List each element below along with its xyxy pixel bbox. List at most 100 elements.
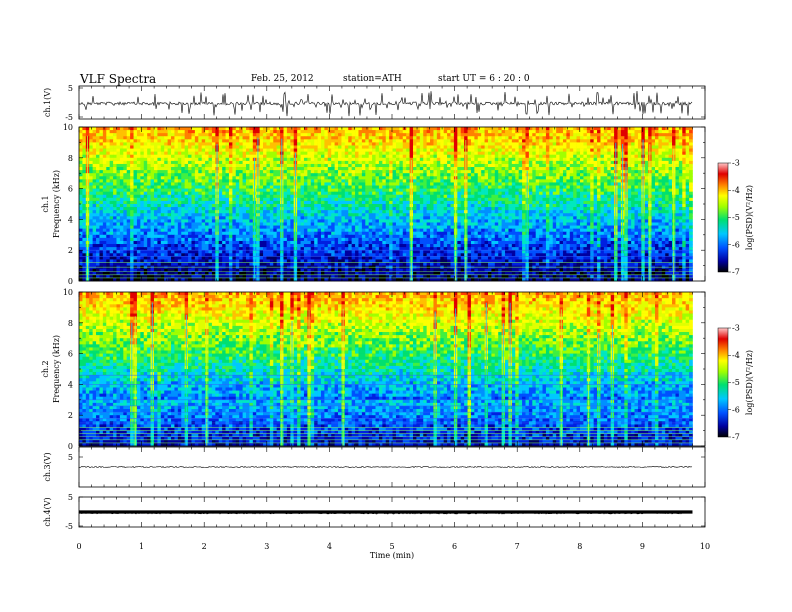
spectrogram-cell: [378, 197, 383, 202]
spectrogram-cell: [678, 160, 683, 165]
spectrogram-cell: [191, 136, 196, 140]
spectrogram-cell: [92, 185, 97, 189]
spectrogram-cell: [603, 163, 608, 168]
spectrogram-cell: [631, 127, 635, 131]
spectrogram-cell: [113, 160, 117, 165]
spectrogram-cell: [511, 170, 516, 174]
spectrogram-cell: [423, 148, 427, 152]
spectrogram-cell: [116, 130, 121, 134]
spectrogram-cell: [433, 148, 438, 152]
spectrogram-cell: [593, 176, 598, 180]
spectrogram-cell: [654, 127, 659, 131]
spectrogram-cell: [211, 127, 216, 131]
spectrogram-cell: [385, 127, 390, 131]
spectrogram-cell: [92, 139, 97, 143]
spectrogram-cell: [225, 185, 230, 189]
spectrogram-cell: [218, 157, 223, 162]
spectrogram-cell: [617, 204, 622, 208]
spectrogram-cell: [293, 148, 298, 152]
spectrogram-cell: [385, 154, 390, 159]
spectrogram-cell: [573, 194, 577, 199]
spectrogram-cell: [556, 157, 560, 162]
spectrogram-cell: [474, 185, 479, 189]
spectrogram-cell: [545, 160, 550, 165]
spectrogram-cell: [194, 160, 199, 165]
spectrogram-cell: [89, 182, 93, 186]
spectrogram-cell: [450, 127, 455, 131]
spectrogram-cell: [102, 160, 107, 165]
spectrogram-cell: [300, 170, 305, 174]
spectrogram-cell: [174, 136, 179, 140]
spectrogram-cell: [528, 179, 533, 183]
spectrogram-cell: [269, 142, 274, 146]
spectrogram-cell: [368, 133, 373, 137]
spectrogram-cell: [320, 133, 325, 137]
spectrogram-cell: [297, 191, 301, 196]
spectrogram-cell: [685, 148, 690, 152]
spectrogram-cell: [409, 154, 414, 159]
spectrogram-cell: [685, 157, 690, 162]
spectrogram-cell: [562, 148, 567, 152]
spectrogram-cell: [590, 136, 594, 140]
spectrogram-cell: [457, 163, 462, 168]
spectrogram-cell: [327, 145, 332, 149]
spectrogram-cell: [505, 185, 509, 189]
spectrogram-cell: [225, 145, 230, 149]
spectrogram-cell: [218, 197, 223, 202]
spectrogram-cell: [453, 151, 458, 156]
spectrogram-cell: [160, 200, 165, 205]
spectrogram-cell: [450, 176, 455, 180]
spectrogram-cell: [355, 194, 359, 199]
spectrogram-cell: [153, 160, 158, 165]
spectrogram-cell: [157, 157, 162, 162]
spectrogram-cell: [603, 139, 608, 143]
spectrogram-cell: [218, 130, 223, 134]
spectrogram-cell: [133, 145, 138, 149]
spectrogram-cell: [440, 145, 445, 149]
spectrogram-cell: [338, 170, 342, 174]
spectrogram-cell: [365, 136, 370, 140]
spectrogram-cell: [395, 167, 400, 171]
spectrogram-cell: [293, 130, 298, 134]
spectrogram-cell: [140, 200, 145, 205]
spectrogram-cell: [89, 157, 93, 162]
spectrogram-cell: [184, 154, 189, 159]
spectrogram-cell: [637, 200, 642, 205]
spectrogram-cell: [535, 191, 540, 196]
spectrogram-cell: [164, 204, 168, 208]
spectrogram-cell: [232, 204, 237, 208]
spectrogram-cell: [324, 207, 329, 211]
spectrogram-cell: [617, 130, 622, 134]
spectrogram-cell: [157, 133, 162, 137]
spectrogram-cell: [99, 151, 104, 156]
spectrogram-cell: [556, 170, 560, 174]
spectrogram-cell: [675, 130, 680, 134]
spectrogram-cell: [603, 157, 608, 162]
spectrogram-cell: [658, 167, 663, 171]
spectrogram-cell: [470, 191, 475, 196]
spectrogram-cell: [685, 139, 690, 143]
spectrogram-cell: [675, 163, 680, 168]
spectrogram-cell: [184, 139, 189, 143]
spectrogram-cell: [273, 200, 278, 205]
spectrogram-cell: [181, 194, 186, 199]
spectrogram-cell: [447, 139, 451, 143]
spectrogram-cell: [566, 154, 571, 159]
spectrogram-cell: [355, 207, 359, 211]
spectrogram-cell: [79, 148, 83, 152]
spectrogram-cell: [665, 191, 669, 196]
spectrogram-cell: [338, 207, 342, 211]
spectrogram-cell: [583, 139, 588, 143]
spectrogram-cell: [423, 142, 427, 146]
spectrogram-cell: [348, 127, 353, 131]
spectrogram-cell: [177, 151, 182, 156]
spectrogram-cell: [651, 188, 656, 193]
spectrogram-cell: [293, 139, 298, 143]
spectrogram-cell: [532, 151, 537, 156]
spectrogram-cell: [651, 207, 656, 211]
spectrogram-cell: [682, 163, 687, 168]
spectrogram-cell: [276, 145, 281, 149]
spectrogram-cell: [184, 182, 189, 186]
spectrogram-cell: [126, 154, 131, 159]
spectrogram-cell: [133, 130, 138, 134]
